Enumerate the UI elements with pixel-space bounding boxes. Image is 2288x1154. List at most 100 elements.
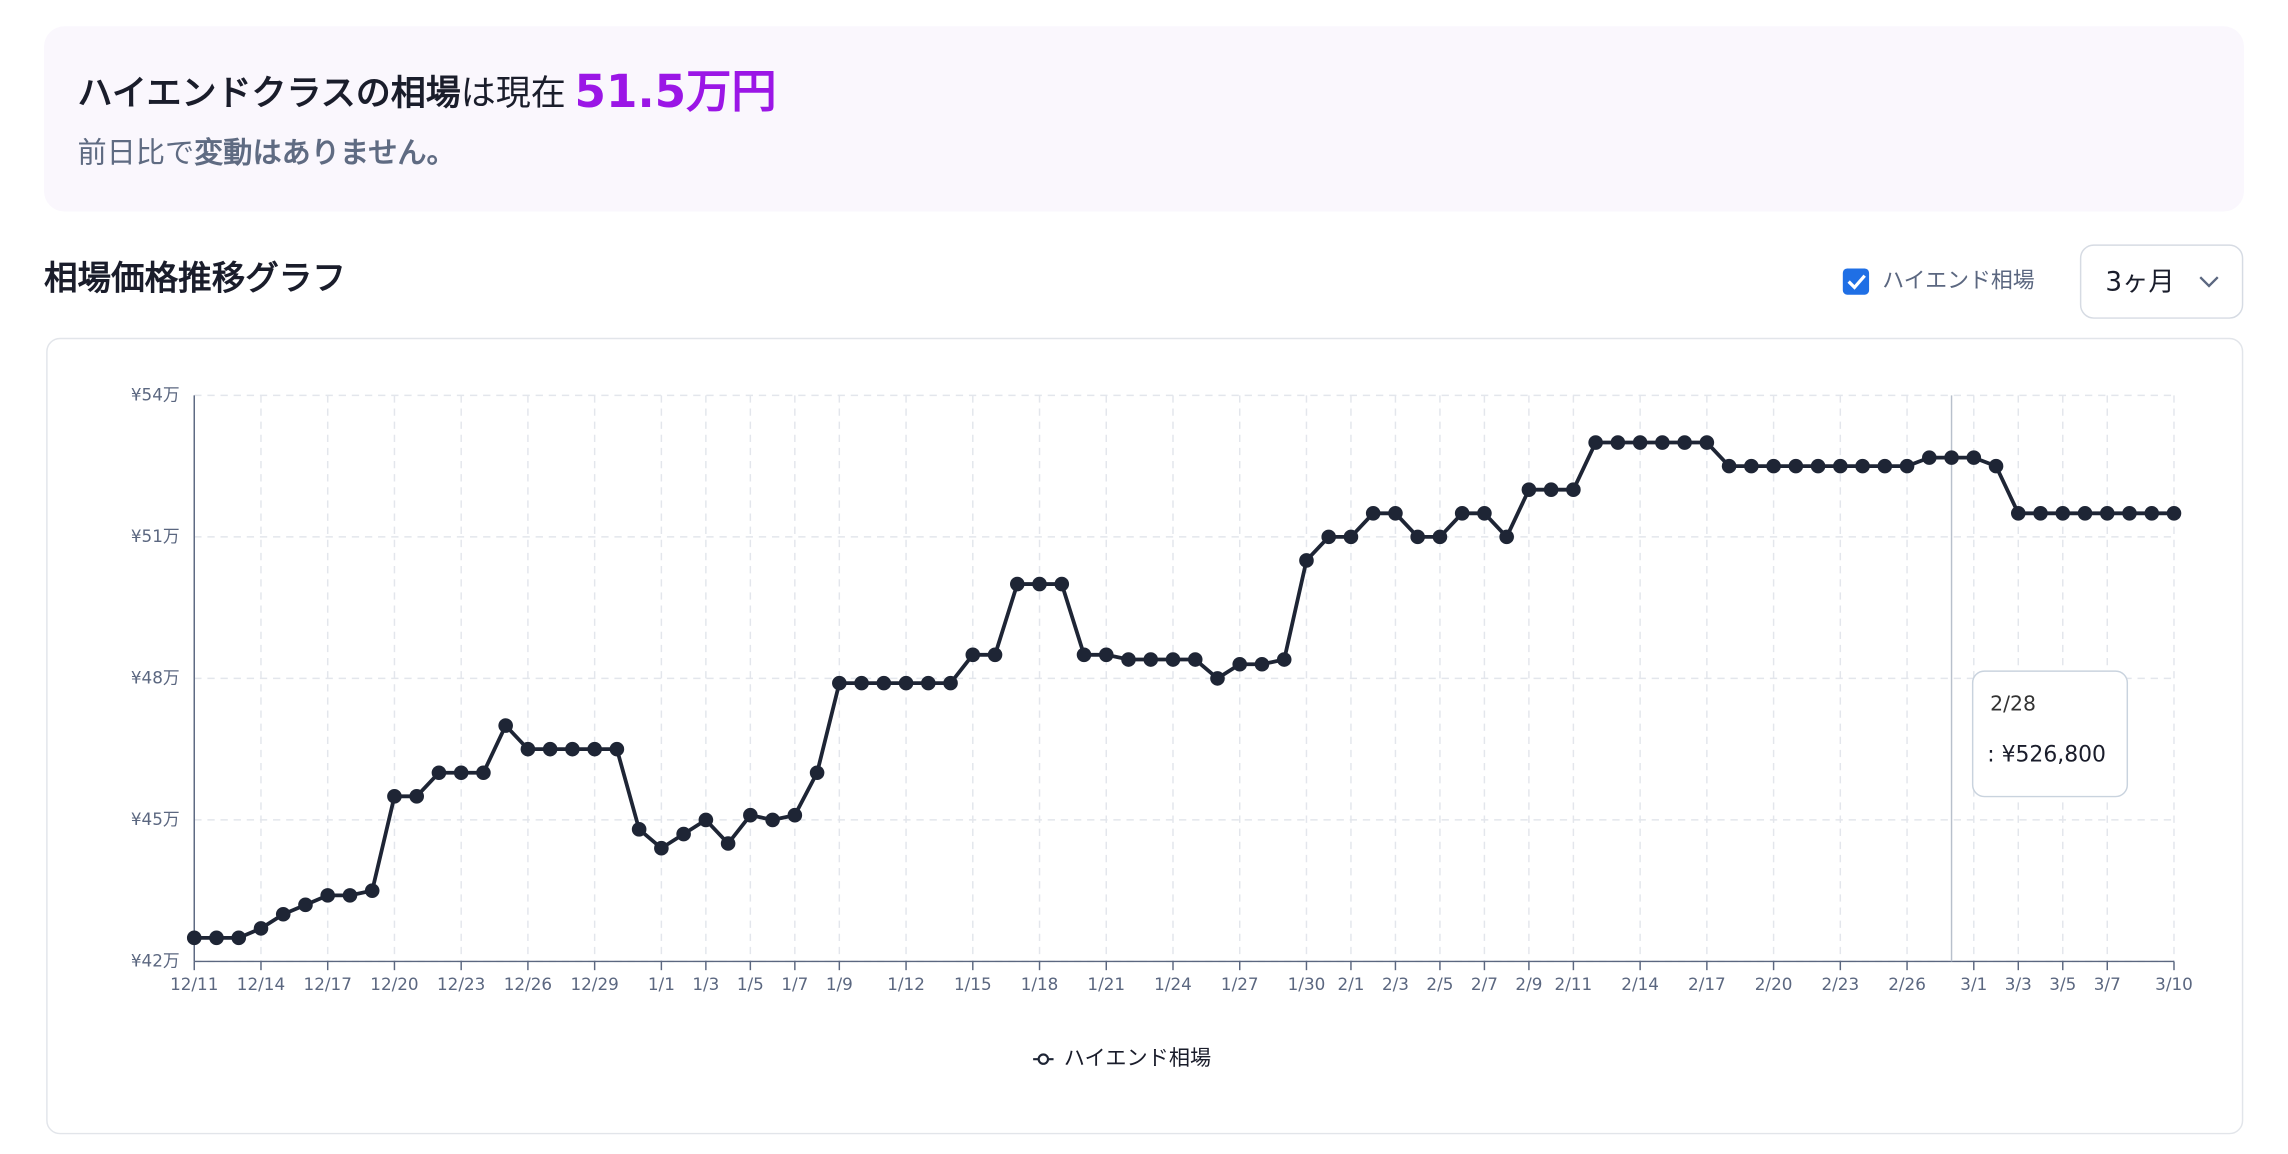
- point: [1632, 435, 1648, 450]
- point: [743, 807, 758, 823]
- point: [1988, 458, 2004, 474]
- x-tick-label: 2/17: [1688, 974, 1726, 994]
- point: [1232, 656, 1248, 672]
- point: [476, 765, 491, 781]
- point: [1899, 458, 1915, 474]
- point: [431, 765, 447, 781]
- point: [1543, 482, 1559, 498]
- toggle[interactable]: ハイエンド相場: [1842, 268, 2035, 295]
- y-tick-label: ¥54万: [131, 384, 180, 404]
- point: [1566, 482, 1581, 498]
- point: [1721, 458, 1737, 474]
- point: [1855, 458, 1870, 474]
- point: [1121, 652, 1136, 667]
- point: [1410, 529, 1425, 545]
- point: [1098, 647, 1114, 663]
- summary-title: ハイエンドクラスの相場は現在 51.5万円: [78, 65, 777, 118]
- point: [898, 675, 914, 691]
- sub-lead: 前日比で: [78, 136, 195, 170]
- point: [587, 741, 602, 757]
- point: [1833, 458, 1848, 474]
- point: [1388, 505, 1403, 521]
- point: [231, 930, 247, 946]
- point: [1677, 435, 1692, 450]
- point: [943, 675, 958, 691]
- point: [1877, 458, 1893, 474]
- x-tick-label: 3/3: [2005, 974, 2032, 994]
- tooltip-value: : ¥526,800: [1987, 743, 2106, 768]
- point: [186, 930, 202, 946]
- point: [654, 840, 669, 856]
- x-tick-label: 2/11: [1555, 974, 1593, 994]
- point: [2055, 505, 2071, 521]
- x-tick-label: 1/3: [692, 974, 719, 994]
- range-select[interactable]: 3ヶ月: [2079, 244, 2244, 319]
- point: [1944, 450, 1959, 465]
- y-tick-label: ¥42万: [131, 950, 180, 970]
- x-tick-label: 1/21: [1087, 974, 1125, 994]
- point: [1588, 435, 1603, 450]
- x-tick-label: 2/20: [1755, 974, 1793, 994]
- summary-sub: 前日比で変動はありません。: [78, 136, 456, 170]
- x-tick-label: 3/1: [1960, 974, 1987, 994]
- point: [921, 675, 936, 691]
- point: [1610, 435, 1626, 450]
- y-tick-label: ¥48万: [131, 667, 180, 687]
- section-title: 相場価格推移グラフ: [44, 259, 346, 298]
- x-tick-label: 3/7: [2094, 974, 2121, 994]
- x-tick-label: 12/11: [170, 974, 218, 994]
- x-tick-label: 1/1: [648, 974, 675, 994]
- point: [565, 741, 580, 757]
- point: [387, 789, 402, 804]
- point: [1299, 553, 1314, 568]
- select-value: 3ヶ月: [2105, 268, 2174, 298]
- point: [1187, 652, 1203, 667]
- point: [2010, 505, 2026, 521]
- chart-card: [46, 337, 2244, 1135]
- point: [1432, 529, 1448, 545]
- title-strong: ハイエンドクラスの相場: [78, 74, 461, 114]
- x-tick-label: 2/5: [1426, 974, 1453, 994]
- tooltip-title: 2/28: [1990, 692, 2036, 716]
- x-tick-label: 1/5: [737, 974, 764, 994]
- check-mark: [1847, 274, 1866, 290]
- point: [2099, 505, 2115, 521]
- point: [1365, 505, 1381, 521]
- point: [320, 888, 336, 903]
- point: [2122, 505, 2137, 521]
- x-tick-label: 2/14: [1621, 974, 1659, 994]
- toggle-label: ハイエンド相場: [1882, 269, 2035, 294]
- legend-marker: [1037, 1053, 1050, 1065]
- x-tick-label: 2/23: [1821, 974, 1859, 994]
- point: [1521, 482, 1537, 498]
- point: [698, 812, 714, 828]
- point: [876, 675, 892, 691]
- x-tick-label: 1/15: [954, 974, 992, 994]
- point: [1699, 435, 1715, 450]
- checkbox[interactable]: [1842, 268, 1870, 295]
- point: [720, 836, 736, 851]
- x-tick-label: 12/14: [237, 974, 285, 994]
- legend-label: ハイエンド相場: [1064, 1045, 1211, 1070]
- point: [1477, 505, 1492, 521]
- point: [1032, 576, 1047, 592]
- point: [765, 812, 780, 828]
- point: [342, 888, 358, 903]
- point: [1922, 450, 1937, 465]
- select-box[interactable]: [2079, 244, 2244, 319]
- point: [1054, 576, 1070, 592]
- x-tick-label: 2/3: [1382, 974, 1409, 994]
- point: [1321, 529, 1337, 545]
- x-tick-label: 2/7: [1471, 974, 1498, 994]
- x-tick-label: 1/7: [781, 974, 808, 994]
- point: [498, 718, 513, 733]
- point: [2166, 505, 2182, 521]
- x-tick-label: 2/26: [1888, 974, 1926, 994]
- point: [275, 906, 291, 922]
- point: [809, 765, 825, 781]
- point: [520, 741, 536, 757]
- price: 51.5万円: [575, 65, 777, 118]
- legend: ハイエンド相場: [1033, 1045, 1211, 1070]
